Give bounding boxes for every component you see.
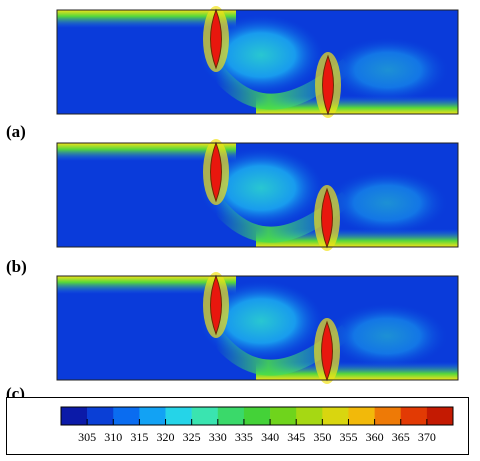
colorbar-tick-label: 325 xyxy=(182,430,201,444)
colorbar-cell xyxy=(400,407,428,425)
colorbar-cell xyxy=(374,407,402,425)
colorbar-cell xyxy=(139,407,166,425)
colorbar-cell xyxy=(113,407,140,425)
colorbar-tick-label: 340 xyxy=(261,430,280,444)
colorbar-cell xyxy=(165,407,192,425)
colorbar-tick-label: 310 xyxy=(104,430,123,444)
colorbar-cell xyxy=(61,407,88,425)
colorbar-cell xyxy=(270,407,297,425)
colorbar-tick-label: 320 xyxy=(156,430,175,444)
colorbar-cell xyxy=(348,407,375,425)
colorbar-cell xyxy=(191,407,219,425)
colorbar-cell xyxy=(322,407,349,425)
colorbar-cell xyxy=(87,407,114,425)
panel-label-a: (a) xyxy=(6,122,26,141)
colorbar-tick-label: 350 xyxy=(313,430,332,444)
colorbar-cell xyxy=(296,407,323,425)
contour-panel-a xyxy=(56,6,459,118)
colorbar-tick-label: 345 xyxy=(287,430,306,444)
colorbar-cell xyxy=(243,407,271,425)
colorbar-cell xyxy=(217,407,245,425)
temperature-colorbar: 305 310 315 320 325 330 335 340 345 350 355 360 365 3… xyxy=(6,397,469,455)
colorbar-tick-label: 370 xyxy=(417,430,436,444)
colorbar-tick-label: 355 xyxy=(339,430,358,444)
colorbar-tick-label: 335 xyxy=(234,430,253,444)
colorbar-tick-label: 365 xyxy=(391,430,410,444)
contour-panel-c xyxy=(56,272,459,384)
colorbar-tick-label: 360 xyxy=(365,430,384,444)
colorbar-cell xyxy=(426,407,454,425)
contour-panel-b xyxy=(56,139,459,251)
colorbar-tick-label: 305 xyxy=(78,430,97,444)
panel-label-b: (b) xyxy=(6,257,27,276)
colorbar-tick-label: 330 xyxy=(208,430,227,444)
colorbar-tick-label: 315 xyxy=(130,430,149,444)
